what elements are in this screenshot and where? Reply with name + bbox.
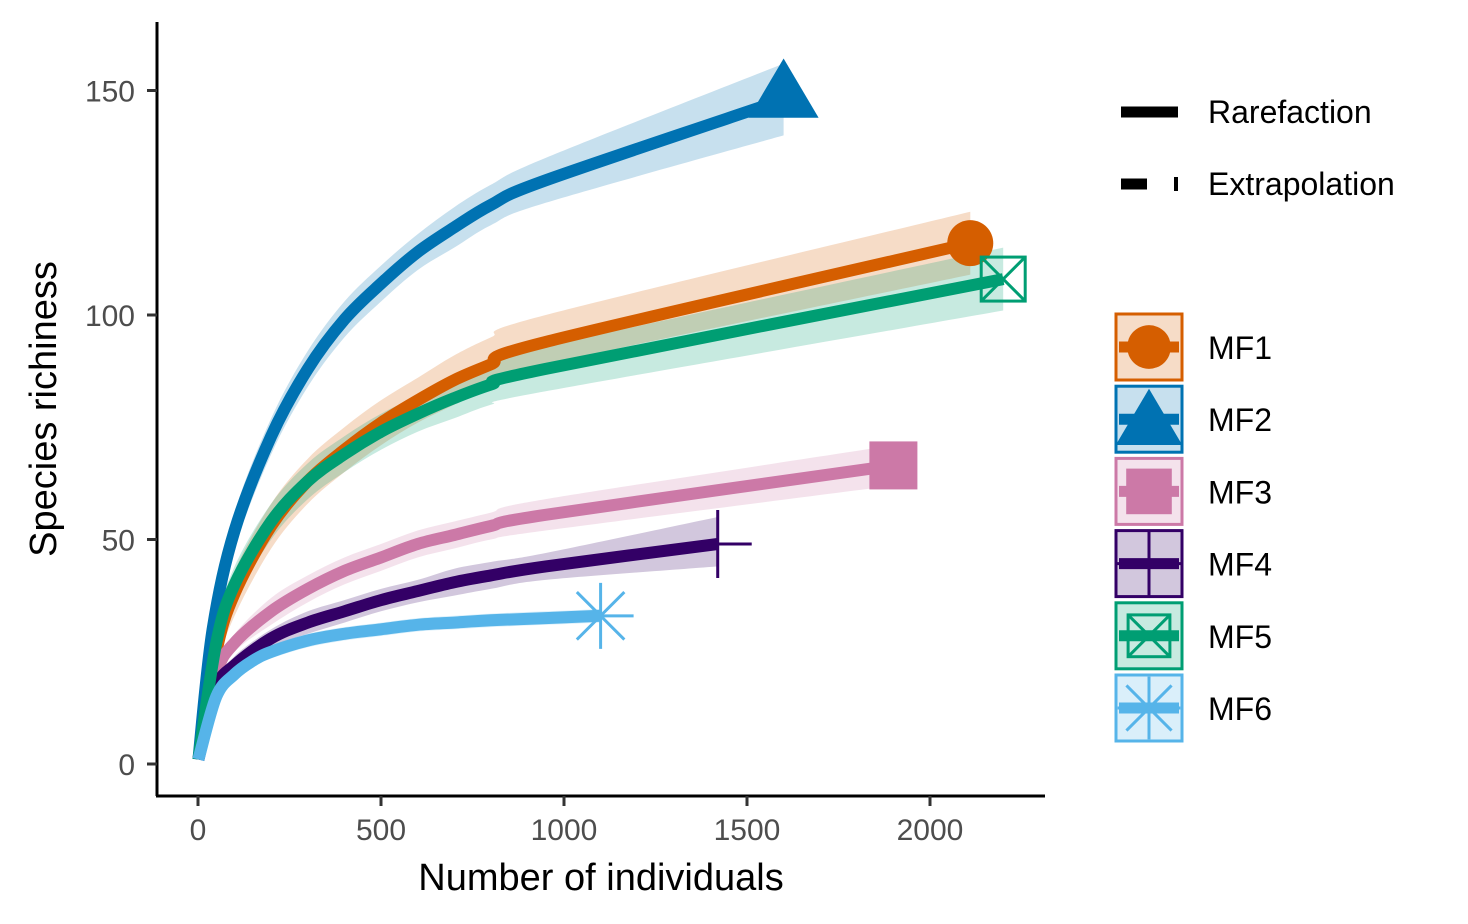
circle-marker-shape — [947, 220, 994, 267]
marker-mf4 — [683, 509, 752, 578]
asterisk-marker-d2 — [1125, 684, 1173, 732]
linetype-legend-label: Extrapolation — [1208, 166, 1395, 202]
marker-mf6 — [567, 582, 634, 649]
line-mf3 — [192, 459, 895, 761]
legend-key-marker — [1127, 325, 1171, 369]
legend-item-mf6: MF6 — [1114, 673, 1272, 743]
legend-label: MF3 — [1208, 474, 1272, 510]
y-tick-label: 150 — [85, 76, 135, 109]
x-tick-label: 1000 — [531, 814, 598, 847]
linetype-legend: Rarefaction Extrapolation — [1121, 94, 1395, 202]
legend-key-marker — [1115, 388, 1183, 446]
legend-key-marker — [1126, 613, 1172, 659]
x-axis-ticks: 0 500 1000 1500 2000 — [190, 796, 964, 847]
linetype-key-dashed: Extrapolation — [1121, 166, 1395, 202]
legend-item-mf5: MF5 — [1114, 601, 1272, 671]
legend-label: MF4 — [1208, 547, 1272, 583]
legend-label: MF2 — [1208, 402, 1272, 438]
square-x-marker-diag2 — [980, 256, 1027, 303]
line-mf6 — [192, 609, 601, 762]
square-x-marker-box — [979, 255, 1027, 303]
marker-mf2 — [748, 58, 819, 118]
legend-key-marker — [1126, 468, 1172, 515]
legend-item-mf3: MF3 — [1114, 456, 1272, 526]
linetype-legend-label: Rarefaction — [1208, 94, 1372, 130]
legend-key-marker — [1116, 531, 1182, 596]
x-tick-label: 2000 — [897, 814, 964, 847]
legend-label: MF5 — [1208, 619, 1272, 655]
x-tick-label: 0 — [190, 814, 207, 847]
linetype-key-solid: Rarefaction — [1121, 94, 1372, 130]
circle-marker-shape — [1127, 325, 1171, 369]
line-mf2 — [192, 93, 786, 761]
legend-item-mf1: MF1 — [1114, 312, 1272, 382]
square-x-marker-diag2 — [1127, 613, 1171, 658]
marker-mf5 — [979, 255, 1027, 303]
marker-mf3 — [869, 441, 918, 490]
y-axis-ticks: 0 50 100 150 — [85, 76, 157, 782]
group-legend: MF1 MF2 MF3 MF4 MF5 MF6 — [1114, 312, 1272, 743]
legend-label: MF1 — [1208, 330, 1272, 366]
square-x-marker-box — [1126, 613, 1172, 659]
legend-item-mf2: MF2 — [1114, 384, 1272, 454]
legend-item-mf4: MF4 — [1114, 529, 1272, 599]
triangle-marker-shape — [1115, 388, 1183, 446]
series-lines — [192, 93, 1005, 762]
x-axis-title: Number of individuals — [418, 857, 783, 899]
x-tick-label: 1500 — [714, 814, 781, 847]
line-mf4 — [192, 538, 719, 761]
legend-key-marker — [1117, 676, 1181, 740]
band-mf4 — [198, 517, 718, 760]
square-marker-shape — [869, 441, 918, 490]
line-mf5 — [192, 273, 1005, 761]
series-endpoint-markers — [567, 58, 1027, 649]
marker-mf1 — [947, 220, 994, 267]
y-tick-label: 0 — [118, 749, 135, 782]
legend-label: MF6 — [1208, 691, 1272, 727]
asterisk-marker-d2 — [575, 591, 626, 641]
x-tick-label: 500 — [356, 814, 406, 847]
y-tick-label: 50 — [102, 525, 135, 558]
y-axis-title: Species richiness — [23, 261, 65, 557]
square-marker-shape — [1126, 468, 1172, 515]
y-tick-label: 100 — [85, 300, 135, 333]
triangle-marker-shape — [748, 58, 819, 118]
